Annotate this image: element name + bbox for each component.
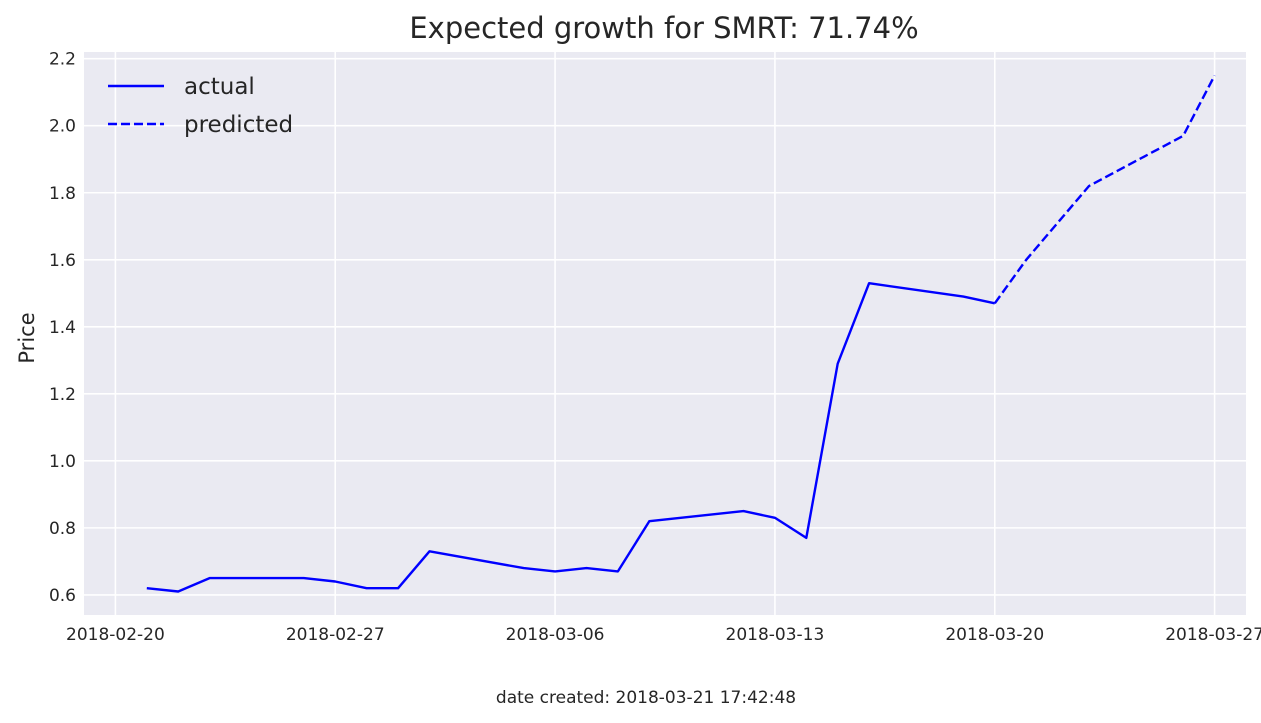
x-tick-label: 2018-03-13 <box>726 625 825 645</box>
x-tick-label: 2018-02-27 <box>286 625 385 645</box>
series-line-predicted <box>993 74 1216 305</box>
y-axis-label: Price <box>15 312 39 363</box>
y-tick-label: 1.8 <box>49 184 76 204</box>
x-tick-label: 2018-03-06 <box>506 625 605 645</box>
legend-label-actual: actual <box>184 74 255 100</box>
x-tick-label: 2018-02-20 <box>66 625 165 645</box>
y-tick-label: 1.0 <box>49 452 76 472</box>
y-tick-label: 2.0 <box>49 117 76 137</box>
plot-area <box>84 52 1246 615</box>
series-line-actual <box>146 282 996 593</box>
grid <box>84 52 1246 615</box>
y-axis-ticks: 0.6 0.8 1.0 1.2 1.4 1.6 1.8 2.0 2.2 <box>49 50 76 606</box>
y-tick-label: 1.6 <box>49 251 76 271</box>
series-layer <box>146 74 1216 593</box>
footer-date-created: date created: 2018-03-21 17:42:48 <box>496 688 796 708</box>
chart-title: Expected growth for SMRT: 71.74% <box>409 11 918 45</box>
x-tick-label: 2018-03-27 <box>1165 625 1261 645</box>
x-tick-label: 2018-03-20 <box>945 625 1044 645</box>
legend-label-predicted: predicted <box>184 112 293 138</box>
y-tick-label: 1.2 <box>49 385 76 405</box>
y-tick-label: 0.6 <box>49 586 76 606</box>
y-tick-label: 1.4 <box>49 318 76 338</box>
x-axis-ticks: 2018-02-20 2018-02-27 2018-03-06 2018-03-13… <box>66 625 1261 645</box>
y-tick-label: 2.2 <box>49 50 76 70</box>
legend: actual predicted <box>108 74 293 138</box>
y-tick-label: 0.8 <box>49 519 76 539</box>
